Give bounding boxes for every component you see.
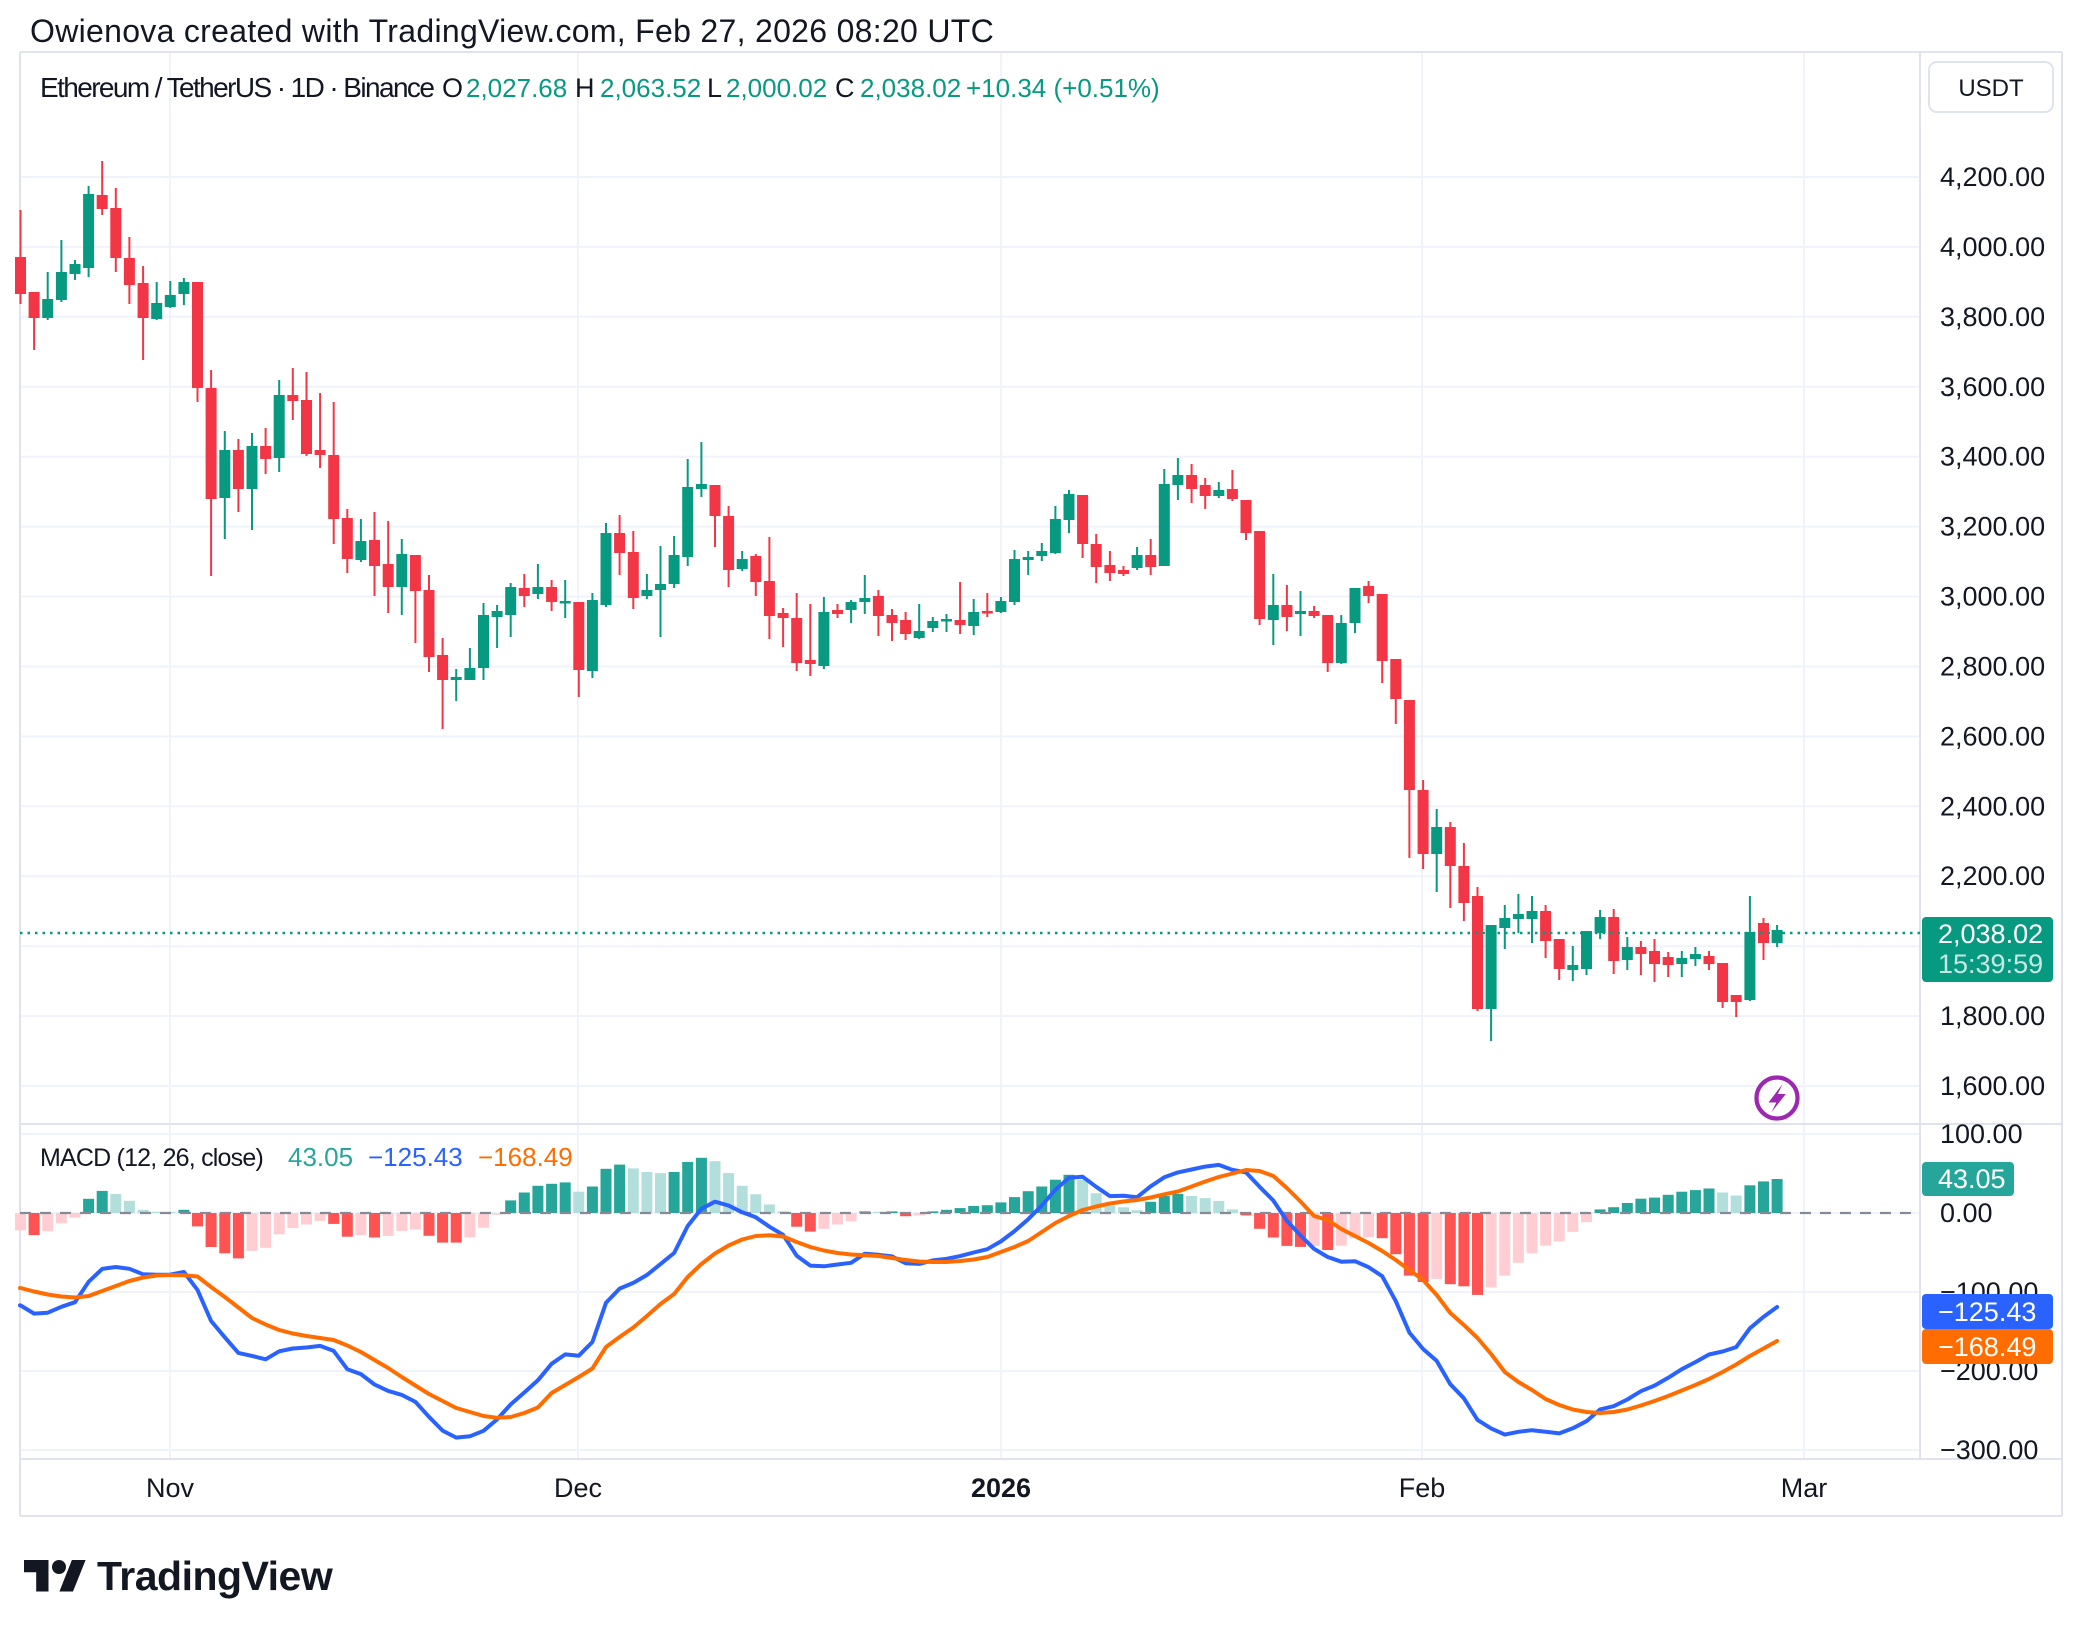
svg-text:0.00: 0.00 — [1940, 1198, 1993, 1228]
svg-text:−125.43: −125.43 — [368, 1142, 463, 1172]
svg-text:2,063.52: 2,063.52 — [600, 73, 701, 103]
svg-text:15:39:59: 15:39:59 — [1938, 949, 2043, 979]
svg-text:Owienova created with TradingV: Owienova created with TradingView.com, F… — [30, 13, 994, 49]
svg-text:43.05: 43.05 — [288, 1142, 353, 1172]
svg-text:−300.00: −300.00 — [1940, 1435, 2038, 1465]
svg-text:43.05: 43.05 — [1938, 1164, 2006, 1194]
svg-text:2,000.02: 2,000.02 — [726, 73, 827, 103]
svg-text:3,800.00: 3,800.00 — [1940, 302, 2045, 332]
svg-text:1,600.00: 1,600.00 — [1940, 1071, 2045, 1101]
svg-text:Dec: Dec — [554, 1473, 602, 1503]
svg-text:−168.49: −168.49 — [1938, 1332, 2036, 1362]
svg-text:MACD (12, 26, close): MACD (12, 26, close) — [40, 1144, 263, 1172]
svg-text:Ethereum / TetherUS · 1D · Bin: Ethereum / TetherUS · 1D · Binance — [40, 72, 434, 103]
svg-text:USDT: USDT — [1958, 75, 2024, 102]
svg-text:3,600.00: 3,600.00 — [1940, 372, 2045, 402]
svg-text:3,200.00: 3,200.00 — [1940, 512, 2045, 542]
svg-text:Nov: Nov — [146, 1473, 195, 1503]
svg-text:C: C — [835, 73, 855, 103]
svg-text:4,200.00: 4,200.00 — [1940, 162, 2045, 192]
svg-text:2,600.00: 2,600.00 — [1940, 721, 2045, 751]
svg-text:Mar: Mar — [1781, 1473, 1828, 1503]
svg-text:−168.49: −168.49 — [478, 1142, 573, 1172]
svg-text:3,000.00: 3,000.00 — [1940, 582, 2045, 612]
svg-text:L: L — [707, 73, 722, 103]
svg-text:3,400.00: 3,400.00 — [1940, 442, 2045, 472]
svg-text:2,038.02: 2,038.02 — [1938, 919, 2043, 949]
svg-text:−125.43: −125.43 — [1938, 1297, 2036, 1327]
svg-text:100.00: 100.00 — [1940, 1119, 2023, 1149]
svg-text:Feb: Feb — [1399, 1473, 1446, 1503]
svg-text:2026: 2026 — [971, 1473, 1031, 1503]
svg-text:4,000.00: 4,000.00 — [1940, 232, 2045, 262]
svg-text:TradingView: TradingView — [97, 1553, 333, 1599]
svg-text:1,800.00: 1,800.00 — [1940, 1001, 2045, 1031]
svg-text:2,027.68: 2,027.68 — [466, 73, 567, 103]
svg-text:2,800.00: 2,800.00 — [1940, 651, 2045, 681]
svg-text:2,038.02: 2,038.02 — [860, 73, 961, 103]
svg-text:2,200.00: 2,200.00 — [1940, 861, 2045, 891]
svg-text:O: O — [442, 73, 463, 103]
svg-text:+10.34 (+0.51%): +10.34 (+0.51%) — [966, 73, 1160, 103]
svg-text:2,400.00: 2,400.00 — [1940, 791, 2045, 821]
svg-text:H: H — [575, 73, 595, 103]
